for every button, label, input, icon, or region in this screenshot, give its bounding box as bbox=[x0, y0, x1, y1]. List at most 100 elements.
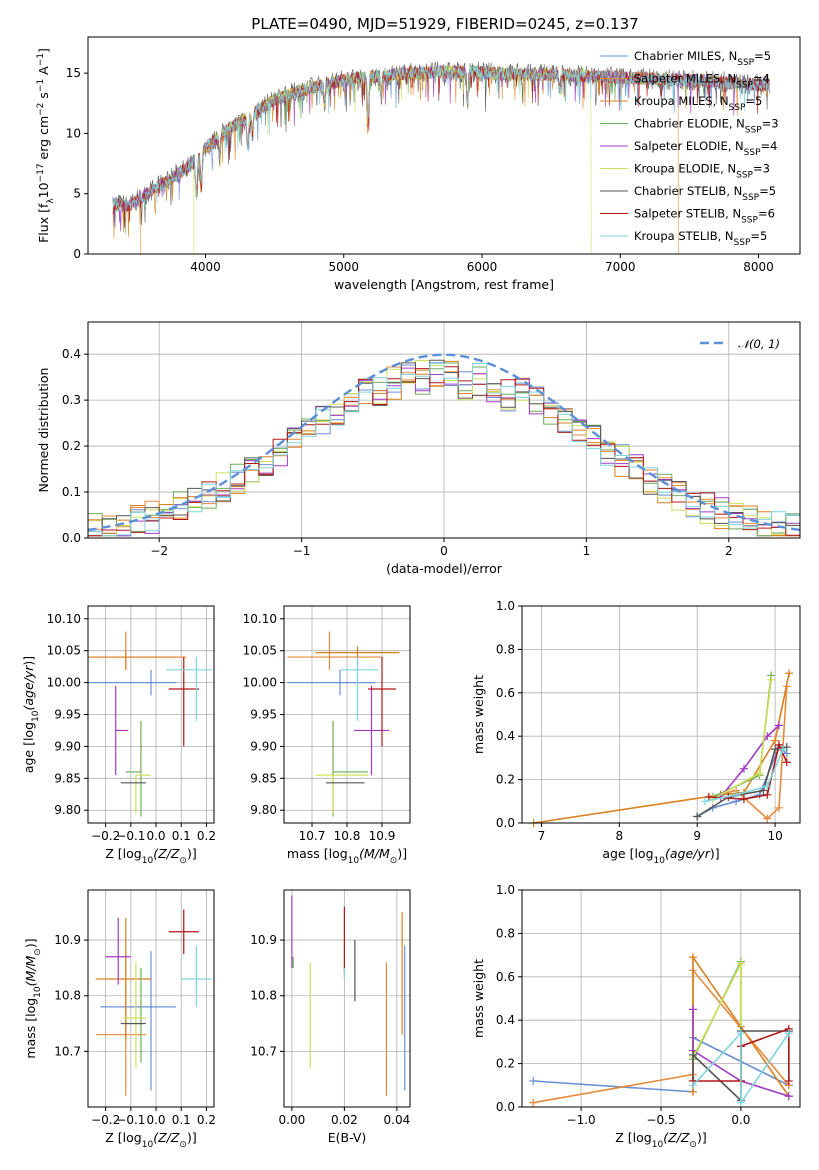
x-tick-label: 0.2 bbox=[197, 1113, 216, 1127]
errorbar-point bbox=[100, 951, 177, 1091]
spectrum-frame: 4000 5000 6000 7000 8000 0 5 10 15 wavelength [An… bbox=[36, 36, 801, 292]
y-tick-label: 15 bbox=[66, 66, 81, 80]
weight-marker bbox=[763, 814, 772, 823]
legend-label: Kroupa STELIB, NSSP=5 bbox=[634, 229, 767, 248]
Z-vs-mass-points bbox=[95, 909, 212, 1096]
weight-marker bbox=[784, 1092, 793, 1101]
EBV-vs-mass-axes bbox=[284, 890, 410, 1107]
y-axis-label-part: 10 bbox=[33, 986, 43, 998]
Z-vs-mass-weight-axes bbox=[522, 889, 800, 1108]
x-axis-label: mass [log10(M/M⊙)] bbox=[287, 846, 407, 866]
x-tick-label: −1.0 bbox=[567, 1113, 596, 1127]
y-tick-label: 0.2 bbox=[62, 439, 81, 453]
y-tick-label: 9.95 bbox=[250, 708, 277, 722]
normal-reference-curve bbox=[88, 353, 800, 532]
errorbar-point bbox=[105, 917, 131, 985]
x-tick-label: 9 bbox=[693, 829, 701, 843]
legend-label-suffix: =5 bbox=[750, 229, 767, 243]
y-tick-label: 0.6 bbox=[496, 970, 515, 984]
legend-label-sub: SSP bbox=[736, 81, 753, 91]
x-tick-label: 10.7 bbox=[299, 829, 326, 843]
x-axis-label: Z [log10(Z/Z⊙)] bbox=[105, 846, 196, 866]
x-axis-label-part: ⊙ bbox=[390, 856, 398, 866]
legend-label-suffix: =4 bbox=[753, 72, 770, 86]
y-tick-label: 10.05 bbox=[243, 644, 277, 658]
legend-label-prefix: Chabrier STELIB, N bbox=[634, 184, 742, 198]
legend-label: Chabrier STELIB, NSSP=5 bbox=[634, 184, 776, 203]
y-axis-label-part: age [log bbox=[21, 722, 36, 773]
x-tick-label: −0.1 bbox=[116, 829, 145, 843]
spectrum-series bbox=[140, 65, 679, 254]
x-axis-label-part: ⊙ bbox=[689, 1140, 697, 1150]
weight-marker bbox=[739, 764, 748, 773]
x-tick-label: 6000 bbox=[467, 260, 498, 274]
x-axis-label-part: (age/yr bbox=[665, 846, 711, 861]
legend-label-prefix: Chabrier ELODIE, N bbox=[634, 117, 745, 131]
weight-marker bbox=[732, 790, 741, 799]
x-axis-label-part: wavelength [Angstrom, rest frame] bbox=[334, 277, 554, 292]
weight-line bbox=[533, 673, 790, 824]
y-tick-label: 10.7 bbox=[54, 1044, 81, 1058]
weight-marker bbox=[778, 745, 787, 754]
y-tick-label: 0.4 bbox=[496, 729, 515, 743]
y-axis-label-part: mass weight bbox=[471, 675, 486, 754]
x-axis-label-part: ⊙ bbox=[179, 1140, 187, 1150]
legend-label: Kroupa ELODIE, NSSP=3 bbox=[634, 162, 770, 181]
x-tick-label: 8 bbox=[616, 829, 624, 843]
weight-marker bbox=[700, 797, 709, 806]
errorbar-point bbox=[115, 685, 129, 776]
y-tick-label: 1.0 bbox=[496, 599, 515, 613]
x-axis-label: wavelength [Angstrom, rest frame] bbox=[334, 277, 554, 292]
weight-series bbox=[716, 721, 783, 801]
errorbar-point bbox=[354, 685, 389, 776]
residuals-legend: 𝒩(0, 1) bbox=[700, 337, 780, 351]
histogram-series bbox=[88, 353, 800, 537]
x-tick-label: 10 bbox=[767, 829, 782, 843]
weight-marker bbox=[771, 736, 780, 745]
legend-label-sub: SSP bbox=[736, 171, 753, 181]
y-axis-label-part: Flux [f bbox=[36, 203, 51, 243]
x-axis-label: age [log10(age/yr)] bbox=[602, 846, 719, 866]
weight-marker bbox=[767, 675, 776, 684]
x-tick-label: 0.02 bbox=[331, 1113, 358, 1127]
age-vs-mass-weight-axes bbox=[522, 605, 800, 824]
legend-label: Kroupa MILES, NSSP=5 bbox=[634, 94, 762, 113]
errorbar-point bbox=[125, 967, 142, 1063]
weight-marker bbox=[784, 1076, 793, 1085]
x-axis-label-part: Z [log bbox=[105, 846, 141, 861]
legend-label-suffix: =5 bbox=[754, 49, 771, 63]
x-axis-label-part: (Z/Z bbox=[663, 1130, 690, 1145]
x-axis-label-part: 10 bbox=[654, 856, 666, 866]
x-tick-label: −0.1 bbox=[116, 1113, 145, 1127]
y-tick-label: 0.6 bbox=[496, 686, 515, 700]
x-tick-label: 0.1 bbox=[172, 1113, 191, 1127]
x-axis-label-part: )] bbox=[397, 846, 407, 861]
errorbar-point bbox=[88, 650, 177, 670]
errorbar-point bbox=[125, 720, 142, 817]
spectrum-series bbox=[112, 64, 770, 228]
y-axis-label-part: 10 bbox=[36, 182, 51, 198]
legend-label-sub: SSP bbox=[744, 148, 761, 158]
y-tick-label: 9.85 bbox=[250, 771, 277, 785]
y-axis-label-part: s bbox=[36, 92, 51, 103]
weight-line bbox=[712, 679, 772, 800]
legend-label-sub: SSP bbox=[742, 193, 759, 203]
x-axis-label-part: Z [log bbox=[615, 1130, 651, 1145]
legend-label-prefix: Kroupa MILES, N bbox=[634, 94, 729, 108]
y-axis-label-part: ] bbox=[36, 48, 51, 53]
y-tick-label: 10.8 bbox=[250, 989, 277, 1003]
axes-frame bbox=[87, 36, 801, 255]
weight-marker bbox=[688, 1081, 697, 1090]
x-tick-label: 5000 bbox=[328, 260, 359, 274]
weight-marker bbox=[688, 953, 697, 962]
x-tick-label: −0.5 bbox=[646, 1113, 675, 1127]
x-tick-label: 0.0 bbox=[146, 1113, 165, 1127]
y-axis-label-part: −17 bbox=[36, 163, 46, 182]
y-tick-label: 0.0 bbox=[496, 1100, 515, 1114]
legend-label: Chabrier ELODIE, NSSP=3 bbox=[634, 117, 779, 136]
x-axis-label-part: )] bbox=[187, 1130, 197, 1145]
y-tick-label: 9.95 bbox=[54, 708, 81, 722]
x-tick-label: −0.2 bbox=[91, 1113, 120, 1127]
